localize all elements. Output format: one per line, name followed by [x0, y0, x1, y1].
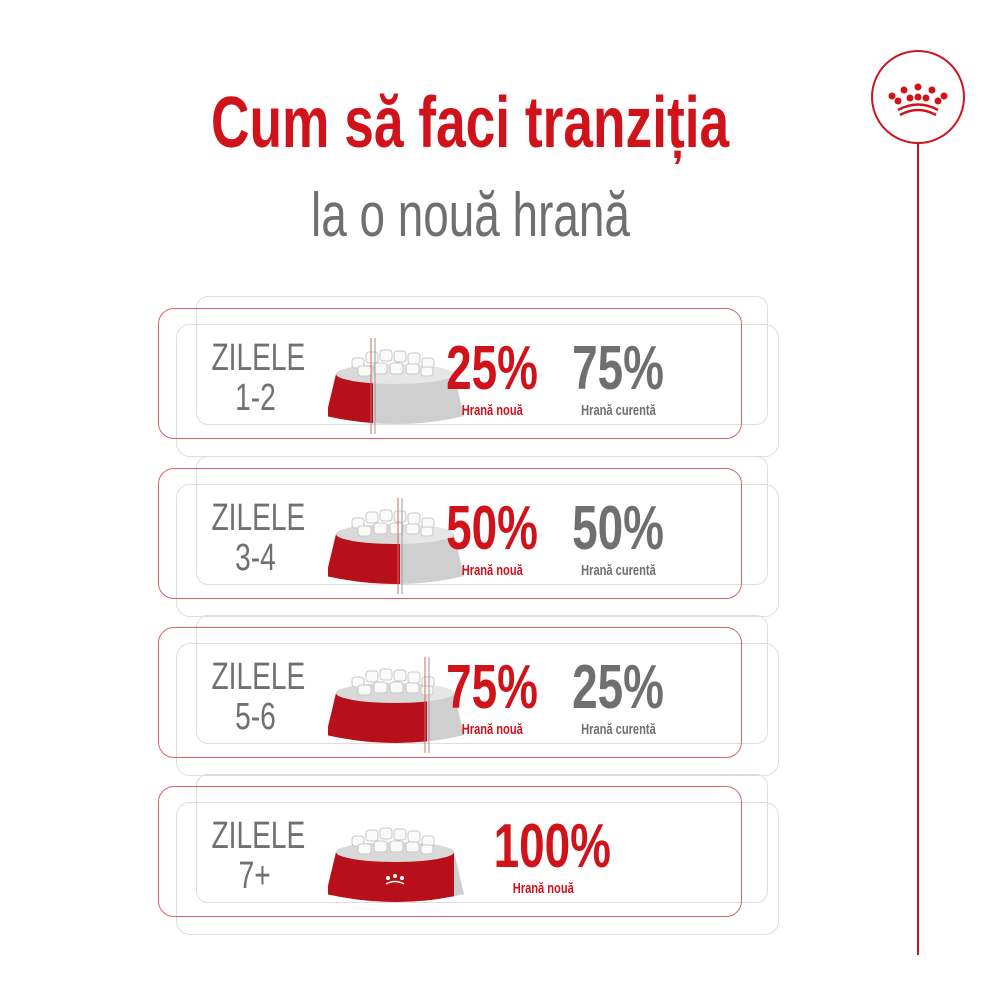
new-food-percent: 75%: [446, 653, 538, 722]
card-shadow: [196, 615, 768, 744]
card-shadow: [196, 456, 768, 585]
new-food-label: Hrană nouă: [512, 880, 574, 897]
current-food-percent: 75%: [572, 334, 664, 403]
food-bowl-icon: [328, 657, 464, 753]
card-border: [158, 468, 742, 599]
day-range: ZILELE 1-2: [211, 337, 306, 419]
card-border: [158, 308, 742, 439]
current-food-label: Hrană curentă: [580, 721, 656, 738]
new-food-label: Hrană nouă: [461, 402, 523, 419]
card-shadow: [176, 484, 779, 617]
title-line-2: la o nouă hrană: [310, 181, 630, 250]
new-food-percent: 50%: [446, 494, 538, 563]
royal-canin-crown-logo: [871, 50, 965, 955]
food-bowl-icon: [328, 827, 464, 902]
current-food-percent: 50%: [572, 494, 664, 563]
new-food-percent: 100%: [493, 812, 611, 881]
day-range: ZILELE 7+: [211, 815, 306, 897]
card-border: [158, 786, 742, 917]
food-bowl-icon: [328, 338, 464, 434]
new-food-label: Hrană nouă: [461, 721, 523, 738]
title-line-1: Cum să faci tranziția: [210, 83, 730, 163]
food-bowl-icon: [328, 498, 464, 594]
current-food-label: Hrană curentă: [580, 402, 656, 419]
step-card: ZILELE 7+ 100% Hrană nouă: [150, 774, 790, 935]
crown-icon: [385, 874, 405, 885]
step-card: ZILELE 1-2 25% Hrană nouă 75% Hrană curen…: [150, 296, 790, 457]
current-food-percent: 25%: [572, 653, 664, 722]
day-range: ZILELE 3-4: [211, 497, 306, 579]
step-card: ZILELE 5-6 75% Hrană nouă 25% Hrană curen…: [150, 615, 790, 776]
card-shadow: [196, 296, 768, 425]
card-shadow: [196, 774, 768, 903]
step-card: ZILELE 3-4 50% Hrană nouă 50% Hrană curen…: [150, 456, 790, 617]
day-range: ZILELE 5-6: [211, 656, 306, 738]
card-shadow: [176, 643, 779, 776]
card-border: [158, 627, 742, 758]
current-food-label: Hrană curentă: [580, 562, 656, 579]
crown-icon: [888, 83, 948, 117]
new-food-label: Hrană nouă: [461, 562, 523, 579]
new-food-percent: 25%: [446, 334, 538, 403]
card-shadow: [176, 802, 779, 935]
